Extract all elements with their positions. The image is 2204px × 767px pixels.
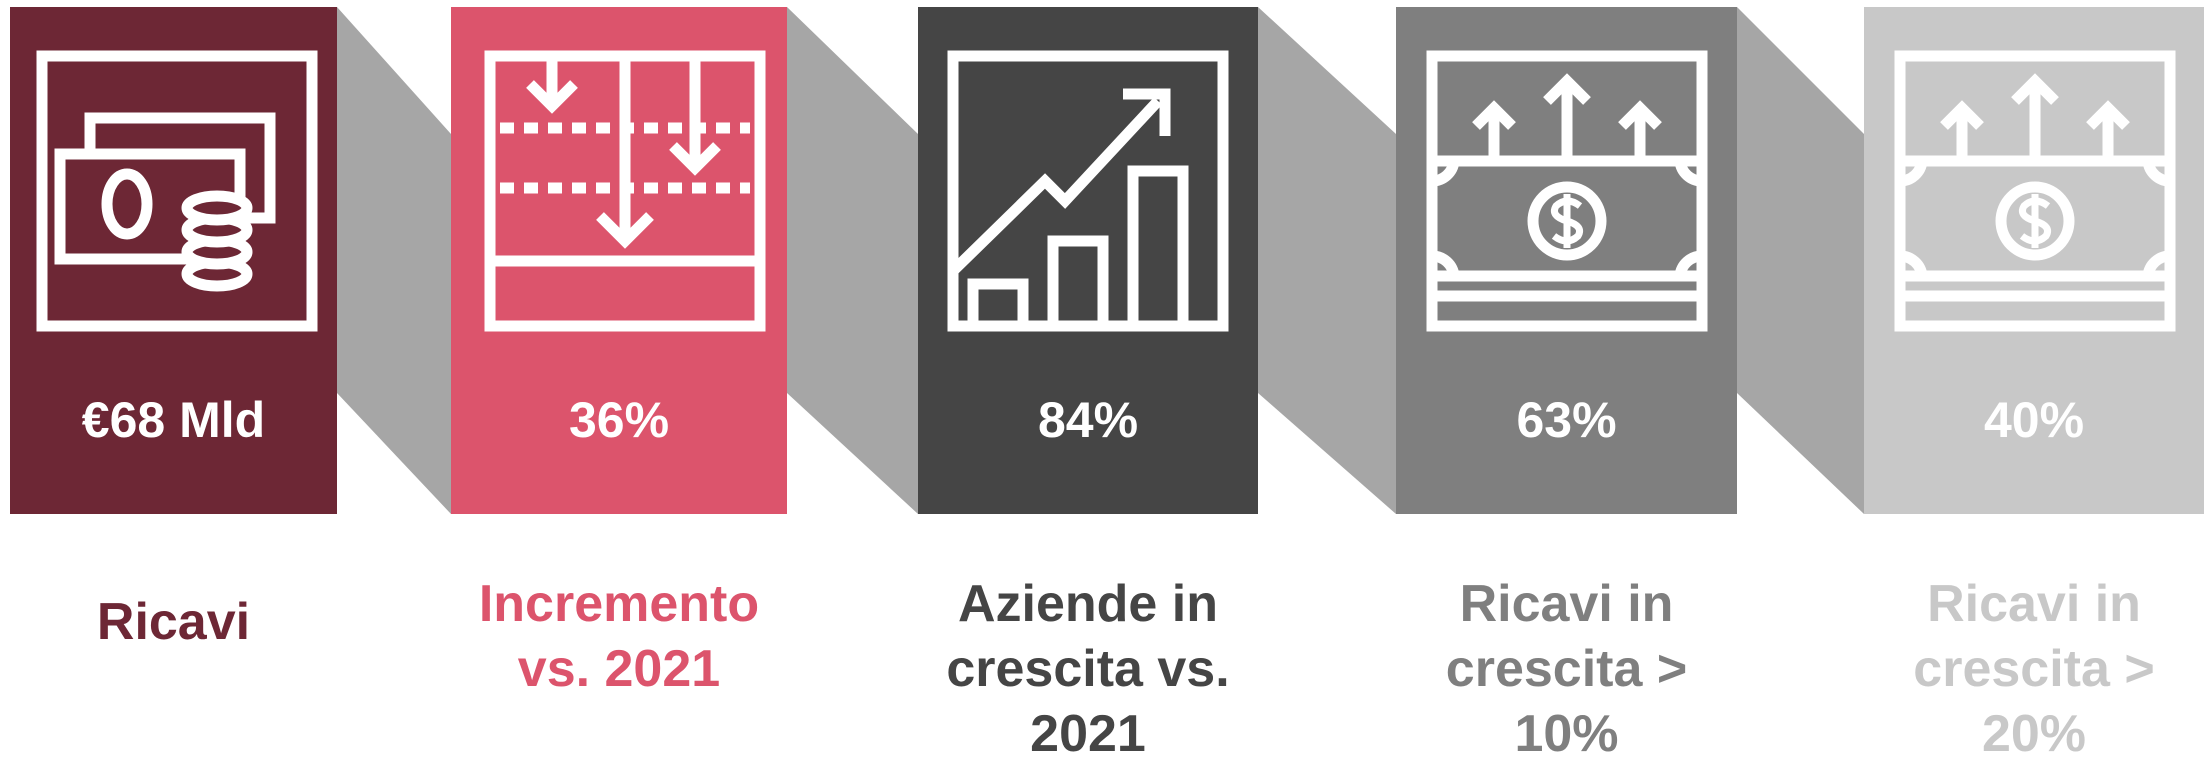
kpi-label: Ricavi in crescita > 20% <box>1913 575 2155 763</box>
kpi-value: 40% <box>1983 392 2085 448</box>
kpi-label: Incremento vs. 2021 <box>478 575 760 698</box>
kpi-value: 84% <box>1037 392 1139 448</box>
kpi-box <box>918 7 1258 514</box>
connector <box>1737 7 1864 514</box>
kpi-value: 36% <box>568 392 670 448</box>
connector <box>1258 7 1396 514</box>
money-icon <box>36 50 318 332</box>
connector <box>337 7 451 514</box>
kpi-value: 63% <box>1516 392 1617 448</box>
growth-icon <box>947 50 1229 332</box>
kpi-label: Ricavi in crescita > 10% <box>1445 575 1688 763</box>
kpi-label: Aziende in crescita vs. 2021 <box>946 575 1230 763</box>
kpi-value: €68 Mld <box>81 392 266 448</box>
kpi-label: Ricavi <box>96 593 251 651</box>
arrows-icon <box>484 50 766 332</box>
connector <box>787 7 918 514</box>
money-up-icon <box>1426 50 1708 332</box>
